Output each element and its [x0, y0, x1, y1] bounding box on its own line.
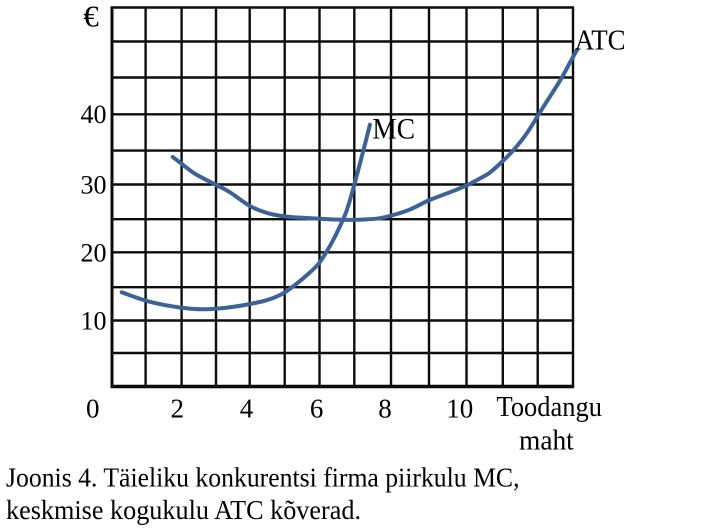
svg-text:20: 20: [81, 239, 107, 268]
svg-text:40: 40: [81, 100, 107, 129]
svg-text:8: 8: [378, 394, 392, 424]
svg-text:maht: maht: [519, 425, 574, 457]
svg-text:€: €: [83, 0, 99, 33]
svg-text:keskmise kogukulu ATC kõverad.: keskmise kogukulu ATC kõverad.: [6, 495, 361, 525]
svg-text:Toodangu: Toodangu: [497, 391, 603, 423]
svg-text:MC: MC: [372, 112, 415, 145]
svg-text:ATC: ATC: [575, 24, 626, 56]
svg-text:30: 30: [81, 171, 107, 200]
svg-text:10: 10: [81, 307, 107, 336]
svg-text:10: 10: [446, 394, 473, 424]
svg-text:0: 0: [86, 394, 100, 424]
svg-text:4: 4: [240, 394, 254, 424]
svg-text:2: 2: [170, 394, 184, 424]
svg-text:Joonis 4. Täieliku konkurentsi: Joonis 4. Täieliku konkurentsi firma pii…: [6, 463, 520, 493]
svg-text:6: 6: [310, 394, 324, 424]
